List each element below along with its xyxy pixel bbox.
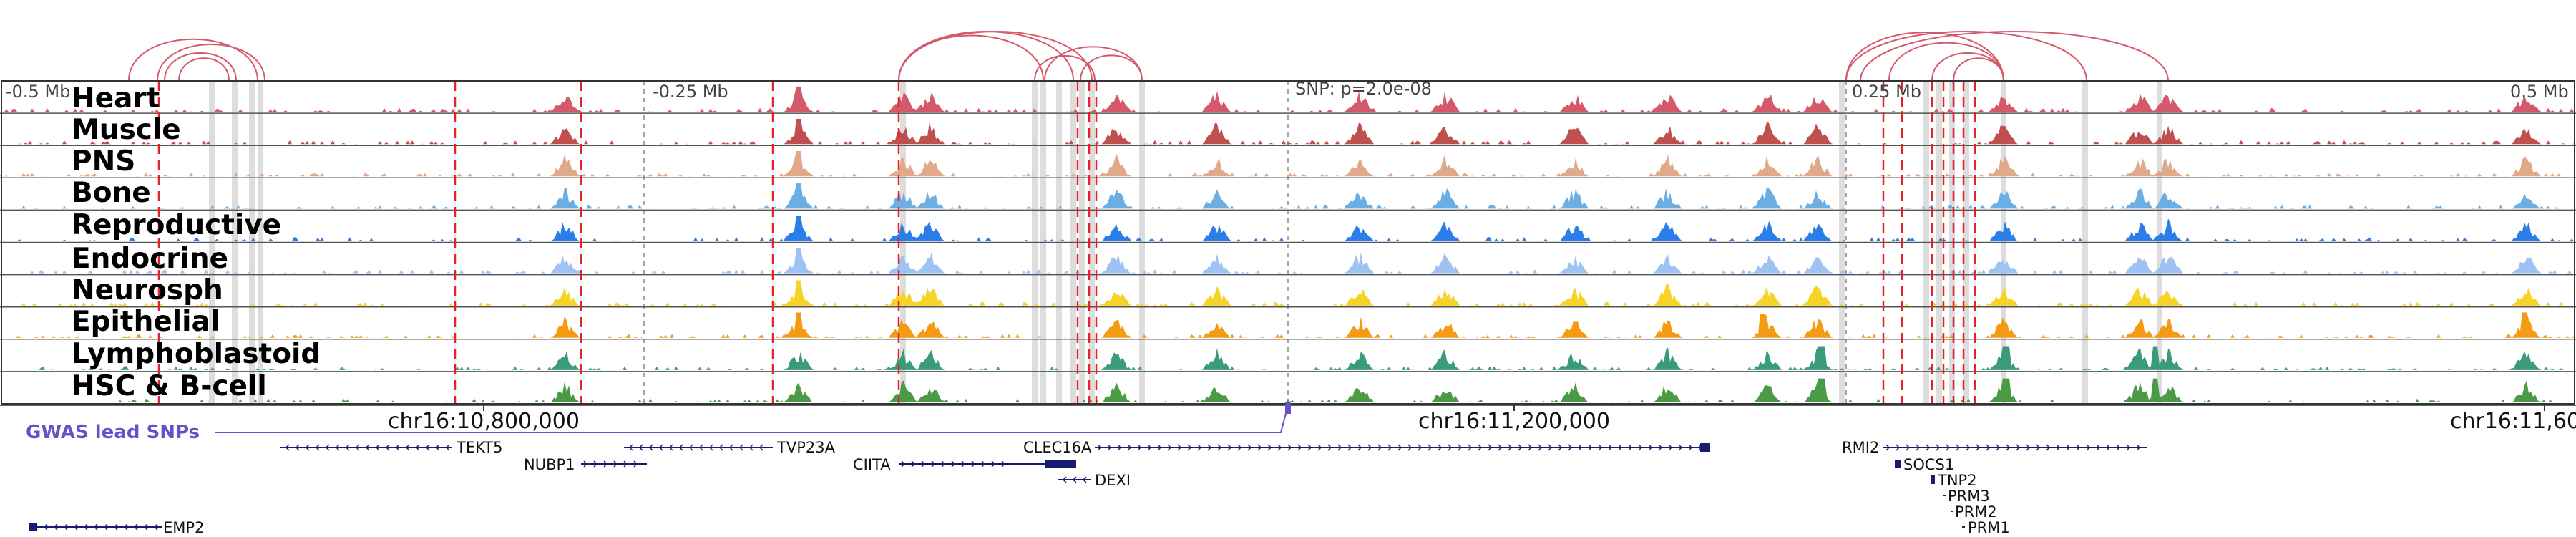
gene-label-nubp1: NUBP1 [524, 456, 575, 473]
track-label-hsc-b-cell: HSC & B-cell [72, 370, 267, 402]
track-separators [0, 112, 2576, 372]
gene-label-dexi: DEXI [1095, 472, 1131, 489]
chromatin-loop-arc [898, 34, 1044, 82]
ruler-label-plus-half-mb: 0.5 Mb [2510, 82, 2569, 102]
gwas-label: GWAS lead SNPs [26, 422, 200, 443]
track-label-lymphoblastoid: Lymphoblastoid [72, 338, 321, 370]
track-label-epithelial: Epithelial [72, 306, 220, 338]
track-label-reproductive: Reproductive [72, 209, 281, 241]
gene-model [1058, 476, 1091, 483]
ruler-label-minus-quarter-mb: -0.25 Mb [653, 82, 728, 102]
ruler-label-snp: SNP: p=2.0e-08 [1295, 79, 1432, 99]
gene-label-socs1: SOCS1 [1903, 456, 1954, 473]
chromatin-loop-arc [1845, 32, 2004, 82]
chromatin-loops [128, 31, 2169, 82]
coord-label-10800000: chr16:10,800,000 [388, 409, 580, 434]
chromatin-loop-arc [1860, 31, 2169, 82]
gene-model [1931, 475, 1935, 484]
ruler-label-plus-quarter-mb: 0.25 Mb [1852, 82, 1921, 102]
coord-label-11200000: chr16:11,200,000 [1418, 409, 1610, 434]
chromatin-loop-arc [1888, 42, 2004, 82]
gene-model [29, 523, 162, 531]
track-label-endocrine: Endocrine [72, 243, 228, 275]
gene-label-tnp2: TNP2 [1937, 472, 1977, 489]
track-label-bone: Bone [72, 177, 151, 209]
track-area [0, 80, 2576, 405]
coord-label-11600000: chr16:11,60 [2450, 409, 2576, 434]
track-label-neurosph: Neurosph [72, 274, 223, 306]
chromatin-loop-arc [157, 44, 265, 82]
track-labels: Heart Muscle PNS Bone Reproductive Endoc… [72, 82, 321, 402]
chromatin-loop-arc [128, 38, 258, 82]
gene-model [1883, 444, 2147, 451]
gene-labels: TEKT5 NUBP1 TVP23A CIITA CLEC16A DEXI RM… [163, 439, 2010, 536]
ruler-label-minus-half-mb: -0.5 Mb [6, 82, 70, 102]
gene-annotations [29, 443, 2147, 531]
gwas-lead-snps: GWAS lead SNPs [26, 402, 1291, 443]
chromatin-loop-arc [1034, 54, 1096, 82]
chromatin-loop-arc [1080, 54, 1143, 82]
gene-label-prm3: PRM3 [1948, 488, 1990, 505]
chromatin-loop-arc [164, 52, 237, 82]
gene-model [1895, 460, 1901, 468]
gene-model [280, 444, 452, 451]
variant-lines [157, 81, 1976, 404]
gene-label-ciita: CIITA [853, 456, 891, 473]
gene-model [624, 444, 773, 451]
chromatin-loop-arc [178, 57, 230, 82]
track-label-muscle: Muscle [72, 114, 181, 146]
gene-label-prm1: PRM1 [1968, 519, 2010, 536]
gene-model [581, 460, 647, 468]
gene-label-rmi2: RMI2 [1842, 439, 1879, 456]
chromatin-loop-arc [1953, 57, 2004, 82]
gene-label-tekt5: TEKT5 [456, 439, 502, 456]
gwas-snp-marker [1285, 402, 1291, 414]
chromatin-loop-arc [1845, 31, 2087, 82]
gene-label-tvp23a: TVP23A [776, 439, 836, 456]
gene-label-prm2: PRM2 [1955, 503, 1997, 521]
signal-track-2 [0, 118, 2576, 145]
signal-tracks [0, 86, 2576, 402]
gene-label-emp2: EMP2 [163, 519, 204, 536]
signal-area-2 [0, 118, 2576, 145]
gene-label-clec16a: CLEC16A [1023, 439, 1092, 456]
gwas-connector-line [215, 405, 1289, 433]
track-label-heart: Heart [72, 82, 160, 115]
gene-model [1095, 443, 1710, 452]
track-label-pns: PNS [72, 145, 135, 178]
